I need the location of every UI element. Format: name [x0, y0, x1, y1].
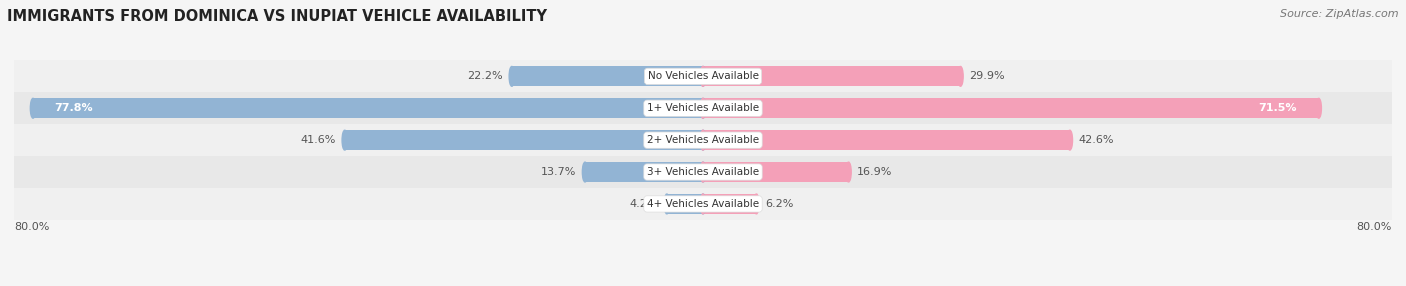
Circle shape [700, 98, 706, 118]
Text: 4+ Vehicles Available: 4+ Vehicles Available [647, 199, 759, 209]
Text: 2+ Vehicles Available: 2+ Vehicles Available [647, 135, 759, 145]
Circle shape [700, 162, 706, 182]
Bar [14, 188, 1392, 220]
Bar [666, 194, 703, 214]
Text: 22.2%: 22.2% [468, 71, 503, 81]
Bar [585, 162, 703, 182]
Text: 41.6%: 41.6% [301, 135, 336, 145]
Bar [14, 92, 1392, 124]
Bar [14, 124, 1392, 156]
Text: 1+ Vehicles Available: 1+ Vehicles Available [647, 103, 759, 113]
Bar [14, 60, 1392, 92]
Circle shape [1067, 130, 1073, 150]
Text: 6.2%: 6.2% [765, 199, 793, 209]
Circle shape [700, 66, 706, 86]
Circle shape [700, 66, 706, 86]
Text: 80.0%: 80.0% [14, 223, 49, 233]
Text: 29.9%: 29.9% [969, 71, 1005, 81]
Circle shape [957, 66, 963, 86]
Circle shape [509, 66, 515, 86]
Circle shape [700, 130, 706, 150]
Text: 71.5%: 71.5% [1258, 103, 1298, 113]
Circle shape [1316, 98, 1322, 118]
Circle shape [700, 130, 706, 150]
Bar [512, 66, 703, 86]
Bar [703, 66, 960, 86]
Text: 42.6%: 42.6% [1078, 135, 1114, 145]
Bar [32, 98, 703, 118]
Text: 80.0%: 80.0% [1357, 223, 1392, 233]
Text: 16.9%: 16.9% [858, 167, 893, 177]
Text: 3+ Vehicles Available: 3+ Vehicles Available [647, 167, 759, 177]
Bar [344, 130, 703, 150]
Circle shape [664, 194, 669, 214]
Circle shape [582, 162, 588, 182]
Circle shape [846, 162, 851, 182]
Bar [703, 162, 849, 182]
Circle shape [342, 130, 347, 150]
Text: Source: ZipAtlas.com: Source: ZipAtlas.com [1281, 9, 1399, 19]
Circle shape [700, 98, 706, 118]
Bar [703, 98, 1319, 118]
Circle shape [700, 162, 706, 182]
Bar [14, 156, 1392, 188]
Circle shape [31, 98, 35, 118]
Text: 13.7%: 13.7% [541, 167, 576, 177]
Bar [703, 130, 1070, 150]
Text: 4.2%: 4.2% [630, 199, 658, 209]
Text: 77.8%: 77.8% [55, 103, 93, 113]
Circle shape [700, 194, 706, 214]
Circle shape [700, 194, 706, 214]
Text: No Vehicles Available: No Vehicles Available [648, 71, 758, 81]
Circle shape [754, 194, 759, 214]
Text: IMMIGRANTS FROM DOMINICA VS INUPIAT VEHICLE AVAILABILITY: IMMIGRANTS FROM DOMINICA VS INUPIAT VEHI… [7, 9, 547, 23]
Bar [703, 194, 756, 214]
